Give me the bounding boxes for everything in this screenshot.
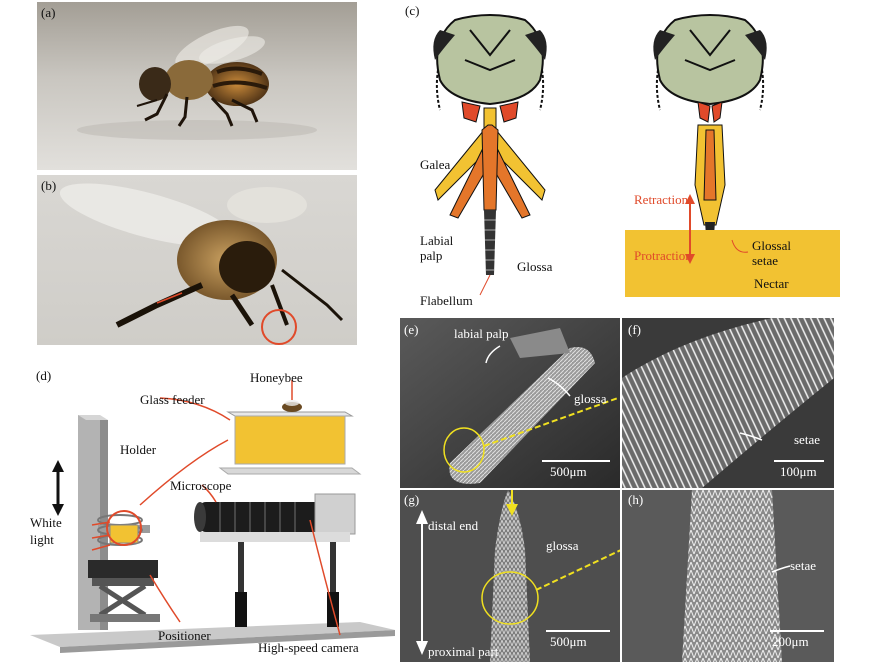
nectar-label: Nectar	[754, 276, 789, 291]
right-head-diagram	[653, 14, 767, 248]
white-light-label-line1: White	[30, 515, 62, 530]
panel-f-label: (f)	[628, 322, 641, 337]
honeybee-feeding-photo	[37, 175, 357, 345]
distal-end-label: distal end	[428, 518, 479, 533]
proboscis-highlight-circle	[261, 309, 297, 345]
setae-label-h: setae	[790, 558, 816, 573]
zoom-circle-e	[443, 427, 485, 473]
galea-label: Galea	[420, 157, 451, 172]
holder-label: Holder	[120, 442, 157, 457]
positioner-label: Positioner	[158, 628, 211, 643]
retraction-label: Retraction	[634, 192, 689, 207]
panel-f-sem: (f) setae 100μm	[622, 318, 834, 488]
sem-setae-closeup-h	[622, 490, 834, 662]
setae-label-f: setae	[794, 432, 820, 447]
panel-g-label: (g)	[404, 492, 420, 507]
labial-palp-label-line1: Labial	[420, 233, 454, 248]
panel-c-label: (c)	[405, 3, 420, 18]
panel-e-label: (e)	[404, 322, 419, 337]
protraction-label: Protraction	[634, 248, 692, 263]
glossa-sem-label-g: glossa	[546, 538, 579, 553]
scale-bar-g	[546, 630, 610, 632]
left-head-diagram	[433, 14, 547, 296]
panel-d-label: (d)	[36, 368, 52, 383]
sem-setae-closeup-f	[622, 318, 834, 488]
zoom-circle-g	[481, 571, 539, 625]
glossa-sem-label: glossa	[574, 391, 607, 406]
glossa-label: Glossa	[517, 259, 553, 274]
scale-bar-h	[770, 630, 824, 632]
panel-e-sem: (e) labial palp glossa 500μm	[400, 318, 620, 488]
panel-h-label: (h)	[628, 492, 644, 507]
scale-bar-f	[774, 460, 824, 462]
labial-palp-label-line2: palp	[420, 248, 443, 263]
panel-b-photo: (b)	[37, 175, 357, 345]
scale-label-g: 500μm	[550, 634, 587, 649]
glass-feeder-label: Glass feeder	[140, 392, 205, 407]
experimental-setup-diagram	[30, 380, 395, 653]
panel-b-label: (b)	[41, 178, 57, 193]
microscope-label: Microscope	[170, 478, 232, 493]
sem-glossa-overview	[400, 318, 620, 488]
scale-label-f: 100μm	[780, 464, 817, 479]
panel-h-sem: (h) setae 200μm	[622, 490, 834, 662]
honeybee-label: Honeybee	[250, 370, 303, 385]
scale-label-h: 200μm	[772, 634, 809, 649]
sem-glossa-full-length	[400, 490, 620, 662]
scale-bar-e	[542, 460, 610, 462]
panel-d-setup: (d) Honeybee Glass feeder Holder Microsc…	[30, 360, 395, 660]
high-speed-camera-label: High-speed camera	[258, 640, 359, 655]
microscope-tube	[198, 502, 328, 532]
flabellum-label: Flabellum	[420, 293, 473, 308]
proximal-part-label: proximal part	[428, 644, 499, 659]
labial-palp-sem-label: labial palp	[454, 326, 509, 341]
panel-a-label: (a)	[41, 5, 56, 20]
glossal-setae-label-line1: Glossal	[752, 238, 791, 253]
scale-label-e: 500μm	[550, 464, 587, 479]
proboscis-schematic	[433, 14, 840, 297]
honeybee-standing-photo	[37, 2, 357, 170]
panel-c-schematic: (c) Galea Labial palp Glossa Flabellum R…	[380, 0, 860, 310]
panel-g-sem: (g) distal end glossa proximal part 500μ…	[400, 490, 620, 662]
glossal-setae-label-line2: setae	[752, 253, 778, 268]
white-light-label-line2: light	[30, 532, 54, 547]
panel-a-photo: (a)	[37, 2, 357, 170]
